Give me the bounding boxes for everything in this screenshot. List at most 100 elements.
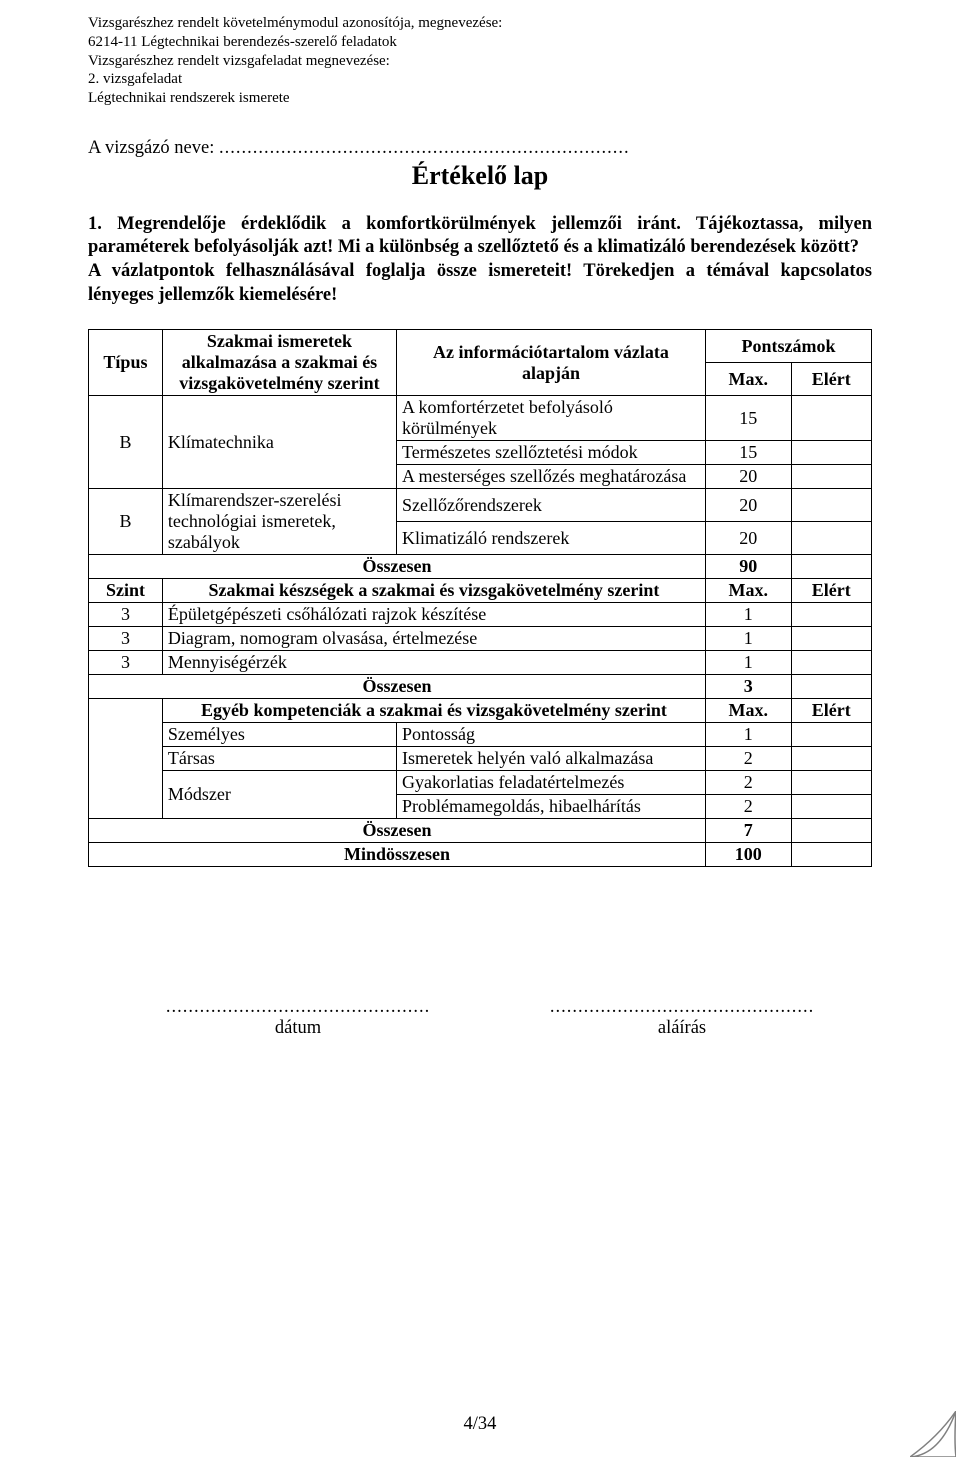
cell-achieved	[791, 555, 871, 579]
header-line-4: 2. vizsgafeladat	[88, 70, 872, 89]
cell-competence-cat: Módszer	[162, 771, 396, 819]
cell-competence-text: Gyakorlatias feladatértelmezés	[396, 771, 705, 795]
table-row: Személyes Pontosság 1	[89, 723, 872, 747]
cell-outline: Természetes szellőztetési módok	[396, 441, 705, 465]
cell-achieved	[791, 651, 871, 675]
cell-knowledge: Klímarendszer-szerelési technológiai ism…	[162, 489, 396, 555]
cell-achieved	[791, 675, 871, 699]
subtotal-value: 7	[705, 819, 791, 843]
subtotal-row: Összesen 7	[89, 819, 872, 843]
page-curl-icon	[910, 1411, 956, 1457]
cell-max: 1	[705, 627, 791, 651]
page-title: Értékelő lap	[88, 161, 872, 191]
cell-max: 2	[705, 747, 791, 771]
cell-max: 2	[705, 795, 791, 819]
candidate-name-dots: ........................................…	[219, 138, 630, 158]
col-points-header: Pontszámok	[705, 330, 871, 363]
date-label: dátum	[148, 1018, 448, 1039]
sign-label: aláírás	[532, 1018, 832, 1039]
cell-achieved	[791, 843, 871, 867]
module-header: Vizsgarészhez rendelt követelménymodul a…	[88, 14, 872, 108]
cell-outline: A mesterséges szellőzés meghatározása	[396, 465, 705, 489]
subtotal-value: 3	[705, 675, 791, 699]
total-row: Mindösszesen 100	[89, 843, 872, 867]
subtotal-label: Összesen	[89, 555, 706, 579]
cell-achieved	[791, 819, 871, 843]
cell-competence-cat: Társas	[162, 747, 396, 771]
cell-type: B	[89, 396, 163, 489]
header-line-5: Légtechnikai rendszerek ismerete	[88, 89, 872, 108]
table-row: 3 Mennyiségérzék 1	[89, 651, 872, 675]
cell-skill: Épületgépészeti csőhálózati rajzok készí…	[162, 603, 705, 627]
col-skills-header: Szakmai készségek a szakmai és vizsgaköv…	[162, 579, 705, 603]
cell-achieved	[791, 627, 871, 651]
cell-knowledge: Klímatechnika	[162, 396, 396, 489]
cell-outline: Klimatizáló rendszerek	[396, 522, 705, 555]
cell-achieved	[791, 795, 871, 819]
col-max-header: Max.	[705, 363, 791, 396]
cell-level: 3	[89, 603, 163, 627]
cell-achieved	[791, 747, 871, 771]
cell-achieved	[791, 771, 871, 795]
cell-max: 20	[705, 465, 791, 489]
col-type-header: Típus	[89, 330, 163, 396]
cell-max: 1	[705, 603, 791, 627]
cell-level: 3	[89, 627, 163, 651]
cell-achieved	[791, 465, 871, 489]
cell-max: 15	[705, 441, 791, 465]
cell-achieved	[791, 441, 871, 465]
table-row: 3 Épületgépészeti csőhálózati rajzok kés…	[89, 603, 872, 627]
table-row: B Klímatechnika A komfortérzetet befolyá…	[89, 396, 872, 441]
cell-skill: Mennyiségérzék	[162, 651, 705, 675]
cell-max: 1	[705, 651, 791, 675]
subtotal-label: Összesen	[89, 819, 706, 843]
col-achieved-header: Elért	[791, 579, 871, 603]
page: Vizsgarészhez rendelt követelménymodul a…	[0, 0, 960, 1463]
total-value: 100	[705, 843, 791, 867]
page-number: 4/34	[0, 1414, 960, 1435]
col-competence-header: Egyéb kompetenciák a szakmai és vizsgakö…	[162, 699, 705, 723]
cell-type: B	[89, 489, 163, 555]
cell-skill: Diagram, nomogram olvasása, értelmezése	[162, 627, 705, 651]
cell-max: 1	[705, 723, 791, 747]
cell-max: 2	[705, 771, 791, 795]
candidate-name-label: A vizsgázó neve:	[88, 138, 214, 158]
table-row: Módszer Gyakorlatias feladatértelmezés 2	[89, 771, 872, 795]
subtotal-value: 90	[705, 555, 791, 579]
cell-competence-text: Problémamegoldás, hibaelhárítás	[396, 795, 705, 819]
table-header-row-1: Típus Szakmai ismeretek alkalmazása a sz…	[89, 330, 872, 363]
competence-header-row: Egyéb kompetenciák a szakmai és vizsgakö…	[89, 699, 872, 723]
cell-achieved	[791, 522, 871, 555]
col-outline-header: Az információtartalom vázlata alapján	[396, 330, 705, 396]
candidate-name-line: A vizsgázó neve: .......................…	[88, 138, 872, 159]
skills-header-row: Szint Szakmai készségek a szakmai és viz…	[89, 579, 872, 603]
exam-question: 1. Megrendelője érdeklődik a komfortkörü…	[88, 213, 872, 308]
table-row: Társas Ismeretek helyén való alkalmazása…	[89, 747, 872, 771]
cell-achieved	[791, 723, 871, 747]
total-label: Mindösszesen	[89, 843, 706, 867]
cell-outline: A komfortérzetet befolyásoló körülmények	[396, 396, 705, 441]
cell-max: 20	[705, 522, 791, 555]
sign-signature: ........................................…	[532, 997, 832, 1039]
evaluation-table: Típus Szakmai ismeretek alkalmazása a sz…	[88, 329, 872, 867]
sign-dots: ........................................…	[532, 997, 832, 1018]
cell-level: 3	[89, 651, 163, 675]
cell-competence-text: Ismeretek helyén való alkalmazása	[396, 747, 705, 771]
cell-outline: Szellőzőrendszerek	[396, 489, 705, 522]
date-signature: ........................................…	[148, 997, 448, 1039]
table-row: 3 Diagram, nomogram olvasása, értelmezés…	[89, 627, 872, 651]
table-row: B Klímarendszer-szerelési technológiai i…	[89, 489, 872, 522]
cell-max: 20	[705, 489, 791, 522]
cell-empty	[89, 699, 163, 819]
col-achieved-header: Elért	[791, 699, 871, 723]
cell-achieved	[791, 603, 871, 627]
signature-row: ........................................…	[88, 997, 872, 1039]
header-line-2: 6214-11 Légtechnikai berendezés-szerelő …	[88, 33, 872, 52]
cell-competence-text: Pontosság	[396, 723, 705, 747]
header-line-1: Vizsgarészhez rendelt követelménymodul a…	[88, 14, 872, 33]
cell-achieved	[791, 396, 871, 441]
date-dots: ........................................…	[148, 997, 448, 1018]
col-knowledge-header: Szakmai ismeretek alkalmazása a szakmai …	[162, 330, 396, 396]
header-line-3: Vizsgarészhez rendelt vizsgafeladat megn…	[88, 52, 872, 71]
cell-achieved	[791, 489, 871, 522]
